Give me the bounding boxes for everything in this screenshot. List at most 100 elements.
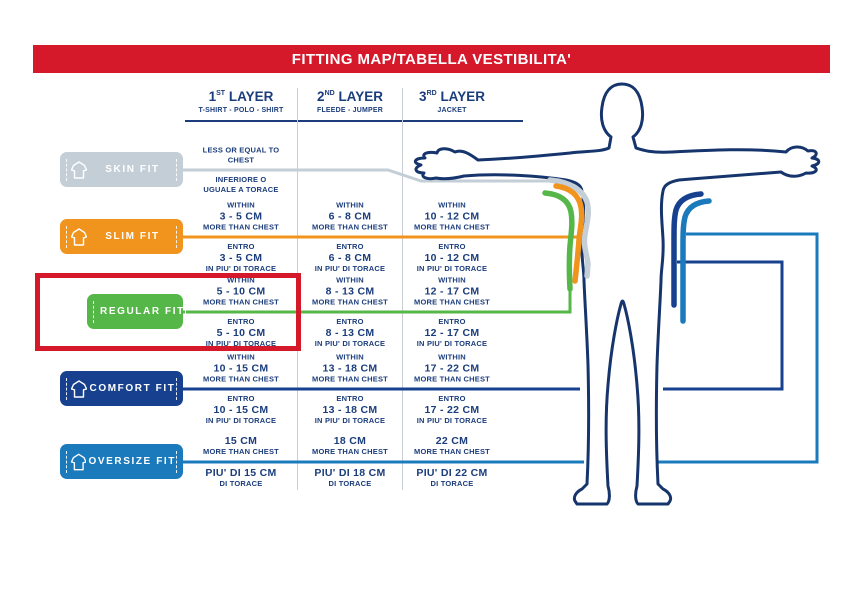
cell-line: IN PIU' DI TORACE	[205, 338, 277, 348]
fit-cell-en: LESS OR EQUAL TO CHEST	[175, 146, 307, 166]
cell-line: WITHIN	[438, 200, 466, 210]
column-divider	[402, 88, 403, 490]
fit-garment-icon	[71, 453, 87, 470]
fit-badge-comfort-fit: COMFORT FIT	[60, 371, 183, 406]
cell-line: IN PIU' DI TORACE	[205, 263, 277, 273]
fit-cell-it: PIU' DI 15 CM DI TORACE	[175, 467, 307, 489]
badge-dashed-line	[93, 300, 94, 323]
cell-line: 10 - 12 CM	[424, 210, 480, 223]
cell-line: 6 - 8 CM	[328, 210, 372, 223]
fit-cell-en: WITHIN 3 - 5 CM MORE THAN CHEST	[175, 200, 307, 232]
cell-line: 10 - 15 CM	[213, 362, 269, 375]
cell-line: WITHIN	[336, 275, 364, 285]
cell-line: DI TORACE	[430, 479, 474, 489]
fit-badge-label: COMFORT FIT	[89, 383, 176, 394]
cell-line: ENTRO	[438, 394, 466, 403]
badge-dashed-line	[66, 377, 67, 400]
fit-cell-en: WITHIN 13 - 18 CM MORE THAN CHEST	[284, 352, 416, 384]
badge-dashed-line	[176, 450, 177, 473]
fit-cell-en: WITHIN 17 - 22 CM MORE THAN CHEST	[386, 352, 518, 384]
cell-line: 18 CM	[333, 435, 367, 448]
cell-line: DI TORACE	[328, 479, 372, 489]
fit-badge-label: REGULAR FIT	[100, 306, 185, 317]
cell-line: IN PIU' DI TORACE	[416, 263, 488, 273]
fit-cell-en: WITHIN 12 - 17 CM MORE THAN CHEST	[386, 275, 518, 307]
cell-line: ENTRO	[227, 242, 255, 251]
fit-badge-label: OVERSIZE FIT	[88, 456, 176, 467]
badge-dashed-line	[176, 158, 177, 181]
cell-line: WITHIN	[336, 352, 364, 362]
body-silhouette	[413, 82, 821, 506]
highlight-box	[35, 273, 301, 351]
fit-cell-it: ENTRO 12 - 17 CM IN PIU' DI TORACE	[386, 317, 518, 349]
cell-line: MORE THAN CHEST	[203, 374, 279, 384]
fit-cell-it: ENTRO 13 - 18 CM IN PIU' DI TORACE	[284, 394, 416, 426]
layer-title: 2ND LAYER	[317, 89, 383, 104]
badge-dashed-line	[66, 225, 67, 248]
cell-line: CHEST	[227, 155, 255, 165]
cell-line: ENTRO	[227, 394, 255, 403]
title-bar: FITTING MAP/TABELLA VESTIBILITA'	[33, 45, 830, 73]
cell-line: MORE THAN CHEST	[414, 447, 490, 457]
layer-column-header: 3RD LAYER JACKET	[387, 90, 517, 114]
cell-line: WITHIN	[227, 352, 255, 362]
fit-cell-it: PIU' DI 18 CM DI TORACE	[284, 467, 416, 489]
cell-line: 8 - 13 CM	[325, 326, 375, 339]
fit-line-comfort	[183, 260, 784, 391]
fit-cell-en: WITHIN 8 - 13 CM MORE THAN CHEST	[284, 275, 416, 307]
fit-cell-it: ENTRO 8 - 13 CM IN PIU' DI TORACE	[284, 317, 416, 349]
fit-badge-oversize-fit: OVERSIZE FIT	[60, 444, 183, 479]
fit-cell-en: WITHIN 10 - 12 CM MORE THAN CHEST	[386, 200, 518, 232]
cell-line: 15 CM	[224, 435, 258, 448]
badge-dashed-line	[66, 158, 67, 181]
cell-line: IN PIU' DI TORACE	[205, 415, 277, 425]
fit-cell-en: 18 CM MORE THAN CHEST	[284, 435, 416, 457]
fit-garment-icon	[71, 227, 87, 246]
layer-sublabel: JACKET	[437, 106, 467, 114]
fit-badge-label: SLIM FIT	[105, 231, 160, 242]
cell-line: ENTRO	[438, 317, 466, 326]
cell-line: WITHIN	[227, 275, 255, 285]
cell-line: MORE THAN CHEST	[312, 222, 388, 232]
cell-line: IN PIU' DI TORACE	[314, 338, 386, 348]
cell-line: MORE THAN CHEST	[312, 374, 388, 384]
cell-line: 5 - 10 CM	[216, 285, 266, 298]
fit-cell-it: ENTRO 6 - 8 CM IN PIU' DI TORACE	[284, 242, 416, 274]
cell-line: 17 - 22 CM	[424, 362, 480, 375]
cell-line: 12 - 17 CM	[424, 285, 480, 298]
cell-line: ENTRO	[336, 317, 364, 326]
cell-line: ENTRO	[336, 394, 364, 403]
fit-cell-en: WITHIN 6 - 8 CM MORE THAN CHEST	[284, 200, 416, 232]
cell-line: 13 - 18 CM	[322, 403, 378, 416]
layer-title: 1ST LAYER	[208, 89, 274, 104]
cell-line: PIU' DI 18 CM	[314, 467, 386, 479]
cell-line: WITHIN	[438, 352, 466, 362]
fit-curve-comfort	[671, 191, 704, 308]
fit-cell-it: ENTRO 10 - 12 CM IN PIU' DI TORACE	[386, 242, 518, 274]
cell-line: IN PIU' DI TORACE	[416, 415, 488, 425]
fit-badge-slim-fit: SLIM FIT	[60, 219, 183, 254]
cell-line: MORE THAN CHEST	[414, 297, 490, 307]
cell-line: IN PIU' DI TORACE	[416, 338, 488, 348]
fit-line-skin	[183, 168, 552, 183]
fit-cell-en: WITHIN 5 - 10 CM MORE THAN CHEST	[175, 275, 307, 307]
cell-line: IN PIU' DI TORACE	[314, 263, 386, 273]
fit-cell-en: WITHIN 10 - 15 CM MORE THAN CHEST	[175, 352, 307, 384]
badge-dashed-line	[176, 377, 177, 400]
fit-badge-skin-fit: SKIN FIT	[60, 152, 183, 187]
cell-line: PIU' DI 22 CM	[416, 467, 488, 479]
fit-garment-icon	[71, 160, 87, 179]
cell-line: 5 - 10 CM	[216, 326, 266, 339]
cell-line: WITHIN	[438, 275, 466, 285]
cell-line: MORE THAN CHEST	[414, 374, 490, 384]
fit-garment-icon	[71, 379, 87, 398]
cell-line: UGUALE A TORACE	[203, 184, 279, 194]
layer-title: 3RD LAYER	[419, 89, 485, 104]
fit-cell-it: PIU' DI 22 CM DI TORACE	[386, 467, 518, 489]
fit-cell-en: 22 CM MORE THAN CHEST	[386, 435, 518, 457]
fit-curve-slim	[553, 183, 585, 284]
badge-dashed-line	[184, 300, 186, 323]
layer-sublabel: FLEEDE - JUMPER	[316, 106, 383, 114]
